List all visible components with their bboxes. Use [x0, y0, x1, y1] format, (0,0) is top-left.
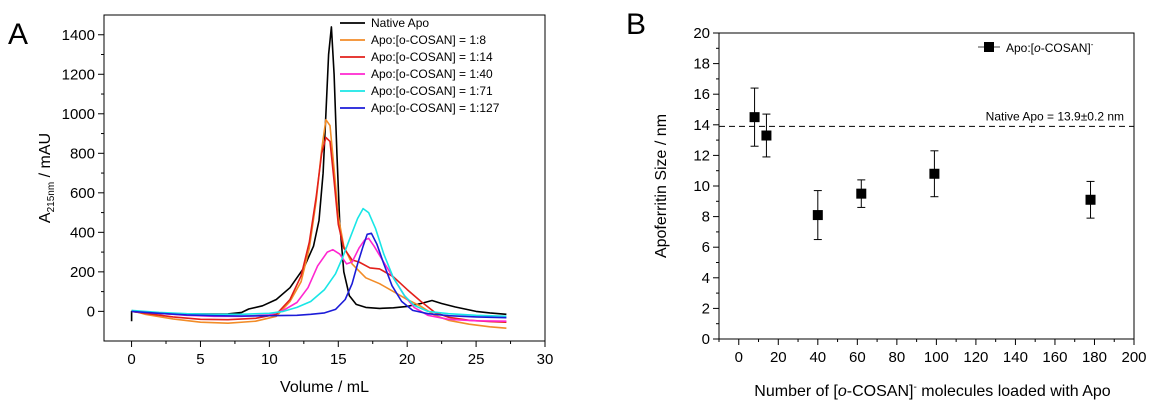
panel-b-plot-frame	[718, 32, 1135, 340]
panel-a-x-axis-title: Volume / mL	[280, 379, 369, 396]
panel-b-x-tick-label: 200	[1121, 349, 1146, 366]
panel-b-x-tick-label: 140	[1003, 349, 1028, 366]
panel-a-y-tick-label: 1000	[62, 106, 95, 123]
panel-b-x-axis-title-italic: o	[838, 383, 847, 400]
panel-b-data-point	[856, 188, 867, 199]
panel-b-legend-label-sup: -	[1091, 40, 1094, 49]
panel-b-legend-label-post: -COSAN]	[1041, 41, 1091, 55]
panel-a-y-tick-label: 1400	[62, 27, 95, 44]
panel-a-x-tick-label: 30	[537, 351, 554, 368]
panel-a-series-line-3	[131, 237, 507, 322]
panel-b-data-point	[1085, 194, 1096, 205]
panel-a-legend-label-0: Native Apo	[371, 16, 429, 30]
panel-a-letter: A	[8, 18, 28, 51]
panel-b-y-tick-label: 16	[693, 86, 710, 103]
panel-b-y-axis-title: Apoferritin Size / nm	[653, 114, 670, 258]
panel-b-y-tick-label: 10	[693, 178, 710, 195]
panel-a-series-line-2	[131, 136, 507, 323]
panel-b-ticks: 0 20 40 60 80 100 120 140 160 180 200 0 2 4 6 8 10 12 14 16…	[693, 25, 1146, 366]
panel-a-legend-label-1: Apo:[o-COSAN] = 1:8	[371, 33, 486, 47]
panel-a-legend-label-4: Apo:[o-COSAN] = 1:71	[371, 84, 493, 98]
panel-a-x-tick-label: 15	[330, 351, 347, 368]
panel-b-y-tick-label: 6	[702, 239, 710, 256]
panel-a-series-line-0	[130, 26, 507, 322]
panel-a-x-tick-label: 20	[399, 351, 416, 368]
panel-a-x-tick-label: 25	[468, 351, 485, 368]
panel-b-chart: Native Apo = 13.9±0.2 nm 0 20 40 60 80 100 120…	[653, 25, 1147, 400]
panel-b-data-point	[929, 168, 940, 179]
panel-a-y-axis-title-rest: / mAU	[37, 133, 54, 182]
panel-b-y-tick-label: 12	[693, 147, 710, 164]
panel-a-x-tick-label: 10	[261, 351, 278, 368]
panel-a-y-axis-title-subscript: 215nm	[46, 182, 57, 213]
panel-a-legend-label-5: Apo:[o-COSAN] = 1:127	[371, 101, 500, 115]
panel-a-ticks: 0 5 10 15 20 25 30 0 200 400 600 800 1000 1200 1400	[62, 27, 554, 368]
panel-b-y-tick-label: 2	[702, 300, 710, 317]
panel-a-y-tick-label: 200	[70, 264, 95, 281]
panel-a-y-tick-label: 1200	[62, 66, 95, 83]
panel-a-y-axis-title-main: A	[37, 212, 54, 223]
panel-a-x-tick-label: 5	[196, 351, 204, 368]
panel-b-legend-label-italic: o	[1034, 41, 1041, 55]
panel-b-data-point	[761, 130, 772, 141]
panel-b-y-tick-label: 0	[702, 331, 710, 348]
panel-a-series-line-4	[131, 207, 507, 318]
panel-a-legend: Native Apo Apo:[o-COSAN] = 1:8 Apo:[o-COSA…	[340, 16, 500, 115]
panel-b-y-tick-label: 18	[693, 56, 710, 73]
panel-b-x-tick-label: 80	[889, 349, 906, 366]
panel-b-x-axis-title-mid: -COSAN]	[847, 383, 914, 400]
panel-a-y-tick-label: 800	[70, 145, 95, 162]
panel-b-reference-label: Native Apo = 13.9±0.2 nm	[986, 109, 1124, 123]
panel-b-x-tick-label: 40	[809, 349, 826, 366]
panel-a-x-tick-label: 0	[127, 351, 135, 368]
panel-b-points-group	[749, 87, 1096, 241]
panel-b-x-axis-title-pre: Number of [	[754, 383, 838, 400]
panel-b-data-point	[749, 112, 760, 123]
panel-a-legend-label-3: Apo:[o-COSAN] = 1:40	[371, 67, 493, 81]
panel-b-legend: Apo:[o-COSAN]-	[978, 40, 1094, 55]
panel-b-data-point	[812, 210, 823, 221]
panel-b-x-tick-label: 100	[924, 349, 949, 366]
panel-b-y-tick-label: 8	[702, 209, 710, 226]
panel-a-y-tick-label: 400	[70, 224, 95, 241]
panel-a-y-axis-title: A215nm / mAU	[37, 133, 57, 223]
panel-a-y-tick-label: 600	[70, 185, 95, 202]
panel-a-legend-label-2: Apo:[o-COSAN] = 1:14	[371, 50, 493, 64]
panel-b-x-tick-label: 180	[1082, 349, 1107, 366]
panel-b-x-tick-label: 0	[735, 349, 743, 366]
panel-b-y-tick-label: 14	[693, 117, 710, 134]
panel-b-legend-label: Apo:[o-COSAN]-	[1006, 40, 1094, 55]
panel-a-series-line-5	[131, 232, 507, 319]
panel-b-x-axis-title-sup: -	[913, 382, 916, 393]
panel-b-x-tick-label: 60	[849, 349, 866, 366]
panel-a-plot-frame	[103, 14, 546, 342]
panel-b-x-tick-label: 120	[963, 349, 988, 366]
panel-a-y-tick-label: 0	[87, 303, 95, 320]
panel-b-y-tick-label: 4	[702, 270, 710, 287]
panel-b-x-tick-label: 160	[1042, 349, 1067, 366]
panel-b-y-tick-label: 20	[693, 25, 710, 42]
panel-b-x-tick-label: 20	[770, 349, 787, 366]
panel-a-chart: 0 5 10 15 20 25 30 0 200 400 600 800 1000 1200 1400 Na…	[37, 14, 554, 396]
panel-b-x-axis-title-post: molecules loaded with Apo	[917, 383, 1111, 400]
panel-b-legend-marker	[984, 42, 994, 52]
panel-b-legend-label-pre: Apo:[	[1006, 41, 1035, 55]
panel-b-x-axis-title: Number of [o-COSAN]- molecules loaded wi…	[754, 382, 1111, 400]
panel-a-series-group	[130, 26, 507, 329]
panel-b-letter: B	[626, 8, 646, 41]
